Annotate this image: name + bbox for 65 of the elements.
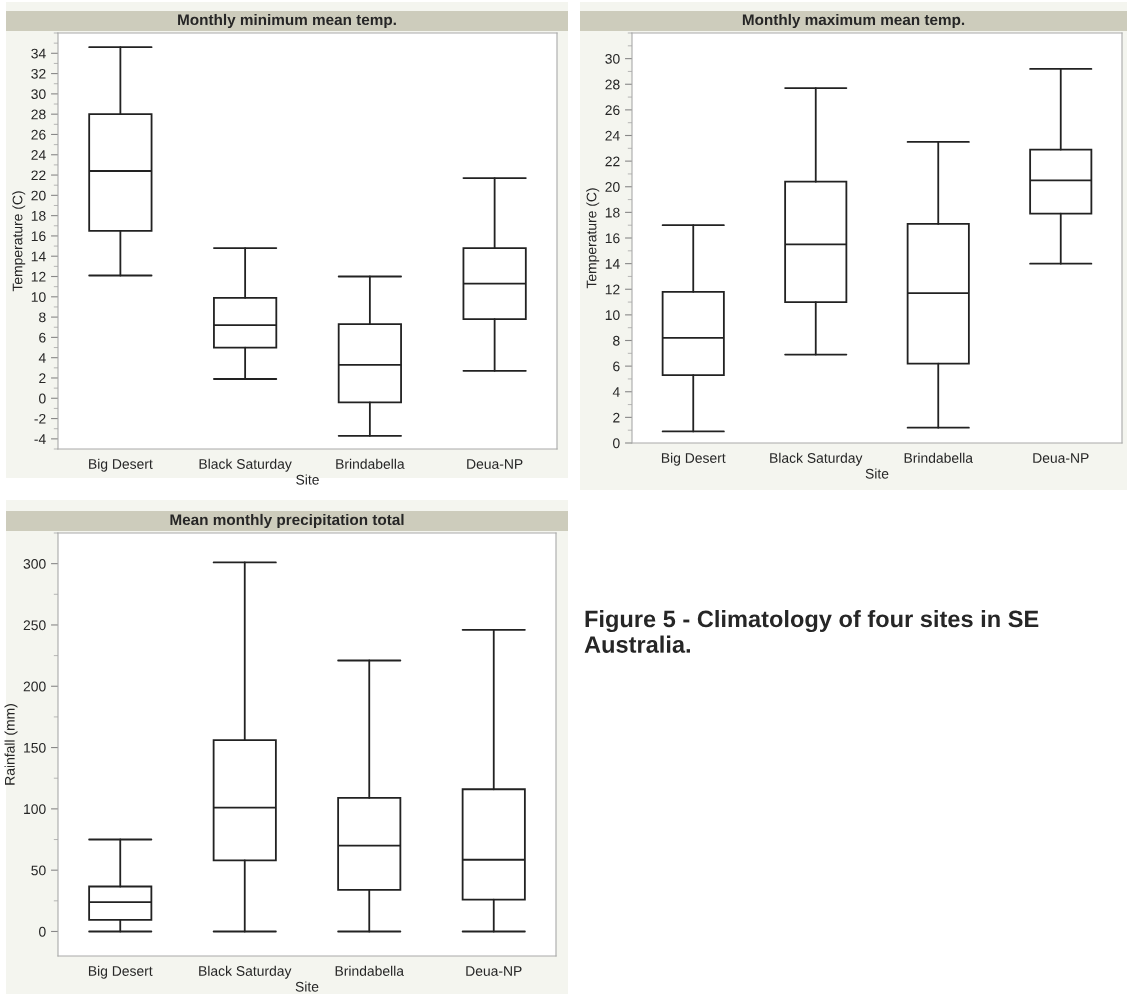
y-tick-label: 150 <box>24 742 46 753</box>
y-tick-label: 200 <box>23 681 46 692</box>
x-axis-title: Site <box>865 468 889 479</box>
y-tick-label: 250 <box>23 620 46 631</box>
y-axis-title: Temperature (C) <box>12 191 26 292</box>
x-tick-label: Brindabella <box>336 458 405 469</box>
y-tick-label: 10 <box>605 310 620 321</box>
y-tick-label: 50 <box>31 865 46 876</box>
y-tick-label: 20 <box>31 190 46 201</box>
y-tick-label: 22 <box>605 156 620 167</box>
y-tick-label: 28 <box>31 109 46 120</box>
x-tick-label: Black Saturday <box>770 452 863 466</box>
y-tick-label: 12 <box>605 284 620 295</box>
y-tick-label: 34 <box>31 48 46 59</box>
x-tick-label: Black Saturday <box>199 458 292 472</box>
x-tick-label: Deua-NP <box>467 459 523 469</box>
y-tick-label: 22 <box>31 170 46 181</box>
y-tick-label: 18 <box>605 207 620 218</box>
x-tick-label: Black Saturday <box>199 965 292 979</box>
y-tick-label: 10 <box>31 292 46 302</box>
y-tick-label: 0 <box>613 438 620 449</box>
y-tick-label: 4 <box>38 353 46 363</box>
y-tick-label: 30 <box>605 53 620 64</box>
y-tick-label: 0 <box>39 393 46 404</box>
chart-title: Mean monthly precipitation total <box>170 513 404 529</box>
y-tick-label: 100 <box>24 804 46 815</box>
y-axis-title: Rainfall (mm) <box>4 704 18 785</box>
y-tick-label: 24 <box>31 150 46 160</box>
y-tick-label: 0 <box>39 926 46 937</box>
chart-title: Monthly maximum mean temp. <box>742 13 965 29</box>
x-tick-label: Deua-NP <box>466 966 522 976</box>
y-tick-label: 12 <box>31 271 46 282</box>
y-tick-label: 20 <box>605 182 620 192</box>
x-axis-title: Site <box>295 981 319 992</box>
y-tick-label: 6 <box>39 332 46 343</box>
x-tick-label: Brindabella <box>904 452 973 463</box>
y-axis-title: Temperature (C) <box>586 188 600 289</box>
chart-title: Monthly minimum mean temp. <box>178 13 396 29</box>
y-tick-label: 6 <box>613 361 620 372</box>
x-tick-label: Brindabella <box>335 965 404 976</box>
y-tick-label: 30 <box>31 89 46 100</box>
y-tick-label: 2 <box>39 373 46 384</box>
y-tick-label: -4 <box>34 434 46 444</box>
y-tick-label: 14 <box>605 259 620 269</box>
y-tick-label: 32 <box>31 68 46 79</box>
y-tick-label: 18 <box>31 210 46 221</box>
x-tick-label: Deua-NP <box>1033 453 1089 463</box>
y-tick-label: 16 <box>31 231 46 242</box>
x-axis-title: Site <box>296 474 319 485</box>
y-tick-label: 4 <box>612 387 620 397</box>
y-tick-label: 16 <box>605 233 620 244</box>
y-tick-label: 24 <box>605 130 620 141</box>
x-tick-label: Big Desert <box>88 965 153 979</box>
caption: Figure 5 - Climatology of four sites in SE Australia. <box>584 610 1039 653</box>
y-tick-label: 26 <box>31 129 46 140</box>
y-tick-label: 2 <box>613 412 620 423</box>
y-tick-label: 300 <box>23 558 46 569</box>
x-tick-label: Big Desert <box>661 452 726 466</box>
y-tick-label: 8 <box>613 335 620 346</box>
y-tick-label: 14 <box>31 251 46 262</box>
y-tick-label: 26 <box>605 105 620 116</box>
x-tick-label: Big Desert <box>89 458 153 472</box>
y-tick-label: 8 <box>39 312 46 323</box>
y-tick-label: -2 <box>34 413 46 424</box>
y-tick-label: 28 <box>605 79 620 90</box>
